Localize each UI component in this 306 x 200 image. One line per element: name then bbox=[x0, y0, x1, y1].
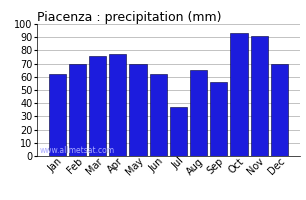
Bar bbox=[271, 64, 288, 156]
Text: Piacenza : precipitation (mm): Piacenza : precipitation (mm) bbox=[37, 11, 221, 24]
Bar bbox=[109, 54, 126, 156]
Bar bbox=[69, 64, 86, 156]
Bar bbox=[230, 33, 248, 156]
Bar bbox=[251, 36, 268, 156]
Bar bbox=[210, 82, 227, 156]
Text: www.allmetsat.com: www.allmetsat.com bbox=[39, 146, 114, 155]
Bar bbox=[89, 56, 106, 156]
Bar bbox=[190, 70, 207, 156]
Bar bbox=[170, 107, 187, 156]
Bar bbox=[129, 64, 147, 156]
Bar bbox=[150, 74, 167, 156]
Bar bbox=[49, 74, 66, 156]
